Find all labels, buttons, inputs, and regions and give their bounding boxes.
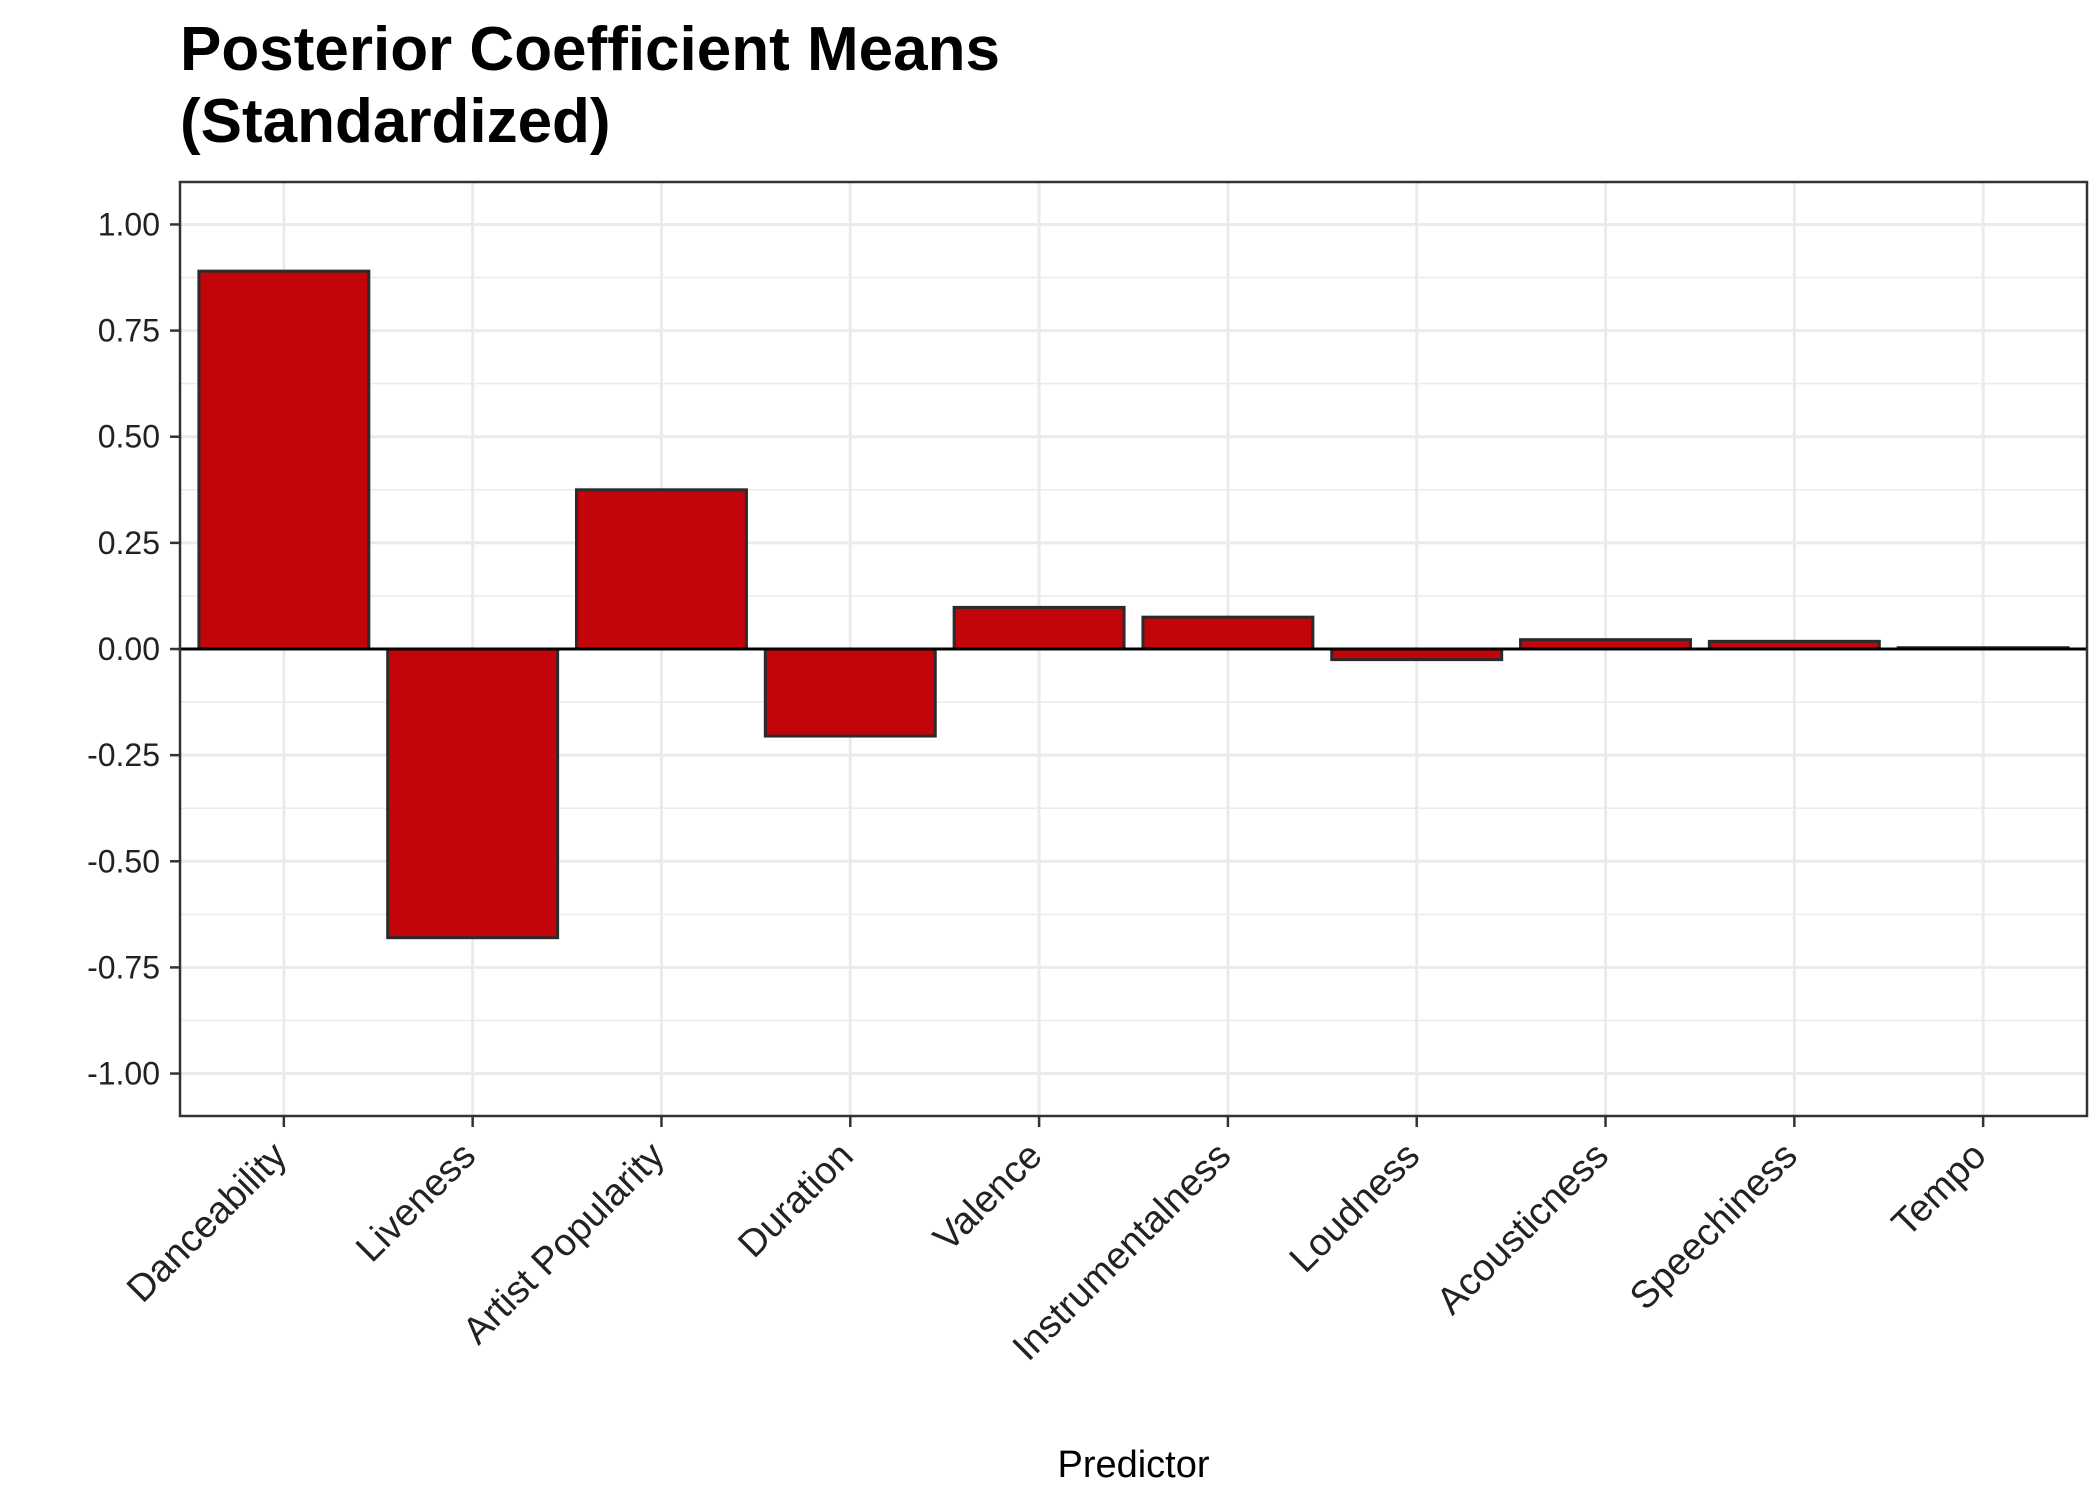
bar-loudness	[1330, 647, 1504, 662]
y-axis: 1.00 0.75 0.50 0.25 0.00 -0.25 -0.50 -0.75 -1.00	[87, 206, 180, 1092]
bar-liveness	[386, 647, 560, 940]
y-tick-label: -1.00	[87, 1056, 160, 1092]
x-tick-label: Acousticness	[1429, 1135, 1617, 1323]
x-tick-label: Loudness	[1282, 1135, 1428, 1281]
chart-title: Posterior Coefficient Means (Standardize…	[180, 14, 1000, 158]
chart-title-line-2: (Standardized)	[180, 87, 611, 156]
y-tick-label: -0.75	[87, 949, 160, 985]
bars	[197, 269, 2070, 940]
chart-title-line-1: Posterior Coefficient Means	[180, 15, 1000, 84]
x-tick-label: Tempo	[1884, 1135, 1994, 1245]
bar-danceability	[197, 269, 371, 651]
bar-valence	[952, 605, 1126, 651]
x-tick-label: Speechiness	[1622, 1135, 1806, 1319]
y-tick-label: 0.25	[98, 525, 160, 561]
y-tick-label: -0.25	[87, 737, 160, 773]
x-tick-label: Duration	[730, 1135, 861, 1266]
y-tick-label: 0.50	[98, 419, 160, 455]
bar-instrumentalness	[1141, 615, 1315, 651]
y-tick-label: 1.00	[98, 206, 160, 242]
x-tick-label: Valence	[926, 1135, 1051, 1260]
x-tick-label: Danceability	[119, 1135, 295, 1311]
bar-duration	[763, 647, 937, 738]
x-axis-title: Predictor	[1057, 1444, 1209, 1486]
y-tick-label: -0.50	[87, 843, 160, 879]
bar-artist-popularity	[575, 488, 748, 651]
x-tick-label: Artist Popularity	[455, 1135, 673, 1353]
y-tick-label: 0.00	[98, 631, 160, 667]
y-tick-label: 0.75	[98, 313, 160, 349]
x-tick-label: Liveness	[348, 1135, 484, 1271]
